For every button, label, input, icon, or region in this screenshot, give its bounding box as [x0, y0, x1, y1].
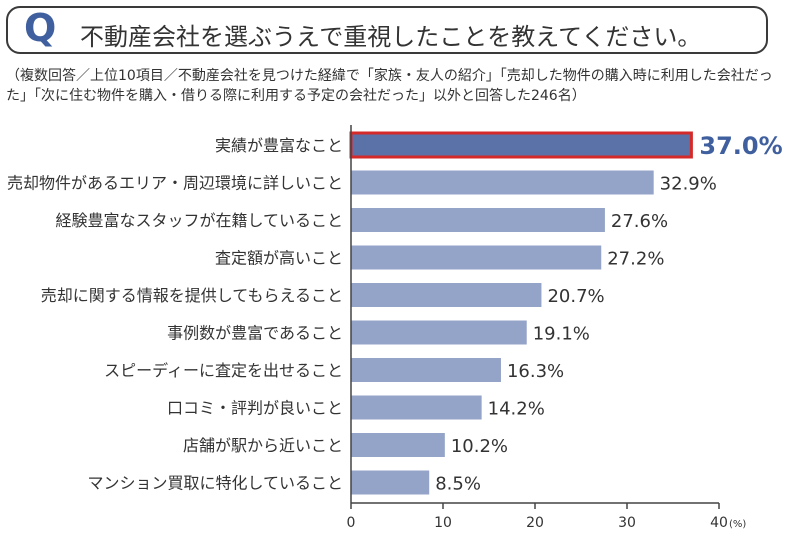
value-label-7: 16.3%: [507, 361, 564, 382]
x-tick-label-20: 20: [526, 515, 544, 531]
bar-9: [351, 433, 445, 457]
value-label-3: 27.6%: [611, 211, 668, 232]
value-label-2: 32.9%: [660, 174, 717, 195]
value-label-10: 8.5%: [435, 474, 481, 495]
survey-note: （複数回答／上位10項目／不動産会社を見つけた経緯で「家族・友人の紹介」「売却し…: [6, 68, 773, 104]
bar-5: [351, 283, 542, 307]
category-label-8: 口コミ・評判が良いこと: [167, 399, 343, 418]
bar-1: [349, 131, 693, 159]
x-tick-label-0: 0: [347, 515, 356, 531]
x-axis-unit: (%): [729, 519, 746, 530]
question-box: Q 不動産会社を選ぶうえで重視したことを教えてください。: [6, 6, 768, 54]
category-label-1: 実績が豊富なこと: [215, 136, 343, 155]
x-tick-label-30: 30: [618, 515, 636, 531]
bar-8: [351, 395, 482, 420]
value-label-4: 27.2%: [607, 249, 664, 270]
category-label-6: 事例数が豊富であること: [167, 324, 343, 343]
question-letter: Q: [24, 6, 57, 50]
category-label-9: 店舗が駅から近いこと: [183, 436, 343, 455]
category-label-7: スピーディーに査定を出せること: [104, 361, 343, 380]
bar-10: [351, 470, 430, 495]
x-tick-label-10: 10: [434, 515, 452, 531]
bar-3: [351, 208, 605, 232]
value-label-9: 10.2%: [451, 436, 508, 457]
value-label-6: 19.1%: [533, 324, 590, 345]
category-label-4: 査定額が高いこと: [215, 249, 343, 268]
question-text: 不動産会社を選ぶうえで重視したことを教えてください。: [80, 23, 702, 51]
category-label-3: 経験豊富なスタッフが在籍していること: [55, 211, 343, 230]
x-tick-label-40: 40: [710, 515, 728, 531]
value-label-5: 20.7%: [547, 286, 604, 307]
category-label-10: マンション買取に特化していること: [87, 474, 343, 493]
bar-2: [351, 170, 654, 195]
value-label-1: 37.0%: [699, 132, 782, 160]
category-label-2: 売却物件があるエリア・周辺環境に詳しいこと: [7, 174, 343, 193]
value-label-8: 14.2%: [488, 399, 545, 420]
bar-6: [351, 320, 527, 345]
category-label-5: 売却に関する情報を提供してもらえること: [41, 286, 343, 305]
bar-7: [351, 358, 501, 382]
bar-4: [351, 245, 602, 270]
